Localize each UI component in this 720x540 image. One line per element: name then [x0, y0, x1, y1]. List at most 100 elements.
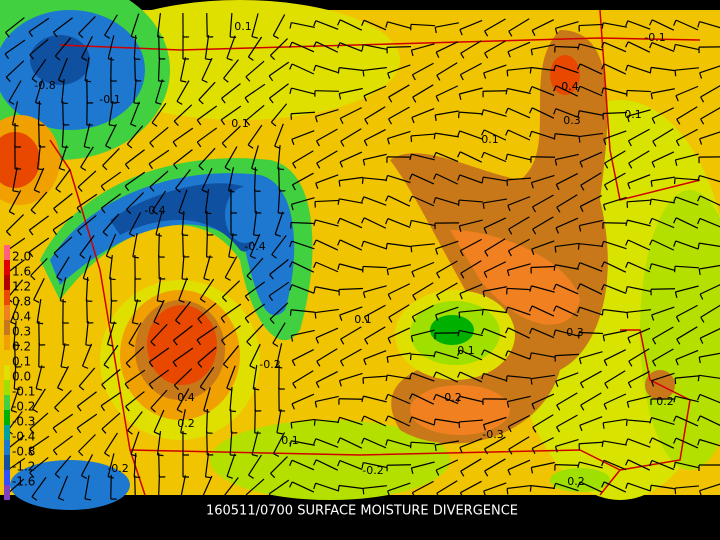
barb-flag [197, 318, 203, 324]
contour-label: -0.8 [34, 79, 55, 92]
barb-flag [676, 118, 681, 125]
barb-flag [649, 485, 652, 492]
barb-flag [481, 152, 485, 159]
barb-flag [291, 403, 295, 410]
barb-flag [483, 227, 488, 234]
barb-flag [555, 227, 559, 234]
barb-shaft [100, 171, 122, 187]
barb-shaft [530, 265, 556, 269]
barb-shaft [53, 435, 73, 451]
barb-shaft [124, 369, 146, 385]
barb-shaft [627, 438, 651, 448]
barb-shaft [229, 430, 233, 456]
barb-flag [577, 243, 580, 250]
barb-flag [385, 439, 389, 446]
barb-flag [601, 284, 605, 291]
barb-flag [176, 408, 183, 413]
legend-label: 2.0 [12, 250, 31, 264]
barb-shaft [363, 285, 387, 293]
barb-shaft [435, 459, 459, 471]
barb-flag [530, 182, 534, 189]
barb-shaft [58, 57, 68, 81]
barb-shaft [411, 43, 435, 51]
barb-flag [604, 382, 609, 389]
barb-flag [385, 243, 388, 250]
barb-shaft [675, 395, 699, 403]
barb-flag [411, 117, 415, 124]
barb-shaft [531, 461, 555, 469]
barb-flag [363, 359, 367, 366]
barb-flag [388, 96, 393, 103]
barb-shaft [252, 365, 258, 389]
barb-flag [385, 195, 389, 202]
barb-flag [77, 230, 82, 236]
barb-shaft [651, 263, 675, 271]
barb-flag [313, 459, 317, 466]
barb-shaft [125, 346, 145, 364]
barb-shaft [268, 479, 290, 495]
barb-flag [460, 272, 465, 279]
barb-flag [196, 119, 202, 126]
barb-flag [649, 263, 653, 270]
barb-flag [385, 218, 389, 225]
barb-flag [577, 110, 580, 117]
barb-shaft [507, 153, 531, 161]
barb-shaft [627, 309, 651, 313]
barb-flag [385, 374, 388, 382]
barb-shaft [130, 101, 140, 125]
barb-flag [507, 51, 511, 58]
barb-flag [410, 246, 413, 253]
barb-flag [5, 32, 10, 38]
barb-flag [529, 328, 533, 335]
barb-flag [505, 350, 509, 357]
barb-flag [579, 161, 583, 168]
barb-shaft [315, 108, 339, 118]
border [129, 449, 621, 471]
barb-flag [409, 220, 412, 227]
barb-shaft [507, 484, 531, 490]
barb-shaft [508, 216, 530, 230]
barb-shaft [531, 327, 555, 339]
barb-flag [675, 95, 679, 102]
barb-shaft [56, 256, 70, 278]
barb-shaft [483, 129, 507, 141]
barb-flag [337, 460, 341, 467]
barb-flag [124, 185, 130, 192]
barb-shaft [387, 174, 411, 184]
barb-flag [601, 42, 605, 49]
barb-shaft [28, 237, 50, 253]
barb-shaft [363, 85, 387, 97]
barb-shaft [101, 368, 121, 386]
barb-flag [226, 475, 233, 479]
barb-flag [460, 470, 465, 477]
barb-shaft [220, 105, 242, 121]
barb-shaft [173, 325, 193, 341]
barb-shaft [291, 240, 315, 250]
barb-shaft [531, 19, 555, 31]
barb-flag [361, 437, 365, 444]
barb-shaft [197, 302, 217, 320]
barb-shaft [388, 304, 410, 318]
barb-flag [126, 143, 133, 149]
barb-flag [505, 375, 508, 382]
barb-shaft [651, 459, 675, 471]
barb-shaft [484, 436, 506, 450]
barb-flag [4, 53, 10, 60]
barb-shaft [339, 151, 363, 163]
barb-shaft [507, 459, 531, 471]
barb-shaft [201, 57, 213, 81]
barb-flag [481, 129, 485, 136]
barb-shaft [579, 481, 603, 493]
barb-flag [78, 451, 84, 457]
barb-flag [148, 383, 154, 390]
barb-flag [104, 34, 111, 39]
barb-shaft [626, 419, 652, 423]
legend-label: 0.3 [12, 325, 31, 339]
barb-flag [290, 335, 294, 342]
barb-shaft [604, 150, 626, 164]
barb-shaft [435, 85, 459, 97]
barb-shaft [700, 304, 720, 318]
barb-shaft [603, 481, 627, 493]
barb-shaft [203, 387, 211, 411]
barb-shaft [315, 419, 339, 423]
